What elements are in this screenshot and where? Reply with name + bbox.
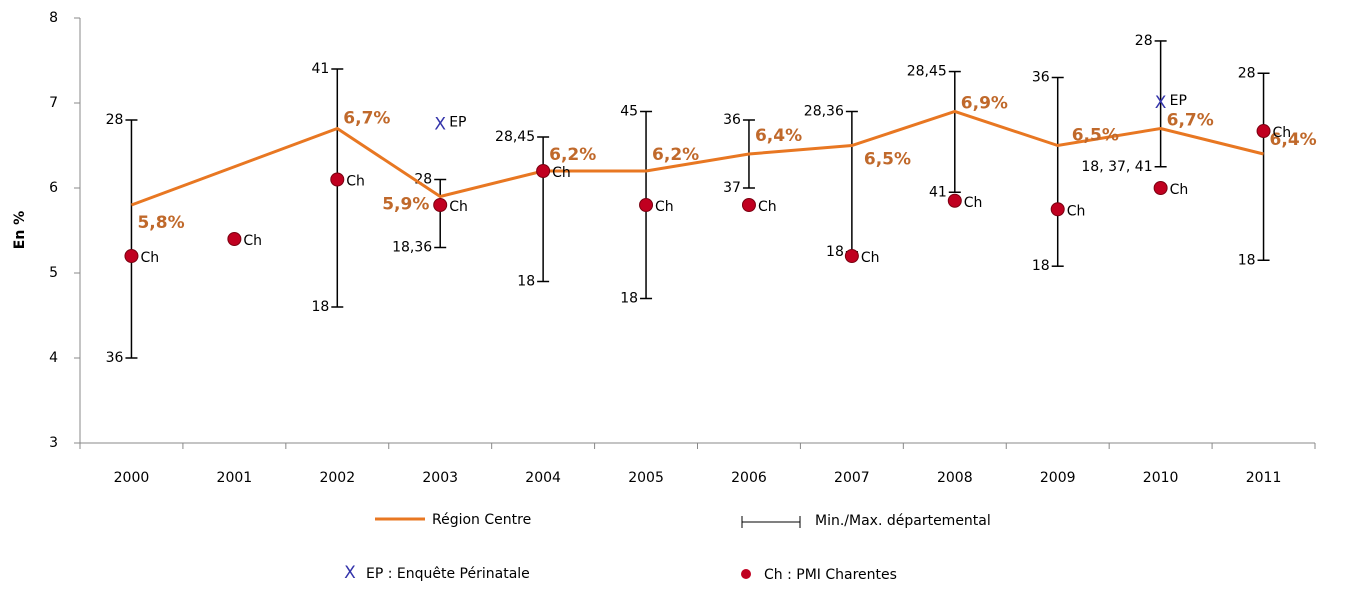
min-label: 18	[826, 244, 844, 260]
x-tick-label: 2006	[731, 470, 767, 486]
x-tick-label: 2003	[422, 470, 458, 486]
legend-label: Ch : PMI Charentes	[764, 567, 897, 583]
max-label: 28	[106, 112, 124, 128]
max-label: 41	[311, 61, 329, 77]
value-label: 6,4%	[1270, 130, 1317, 150]
ch-label: Ch	[449, 199, 468, 215]
min-label: 37	[723, 180, 741, 196]
legend-label: Région Centre	[432, 512, 531, 528]
y-axis-label: En %	[12, 211, 28, 249]
ch-point	[536, 164, 551, 178]
x-tick-label: 2007	[834, 470, 870, 486]
value-label: 6,2%	[549, 145, 596, 165]
ch-point	[227, 232, 242, 246]
ep-point: X	[1155, 93, 1167, 113]
line-series	[130, 109, 1264, 207]
value-label: 6,5%	[1072, 126, 1119, 146]
y-tick-label: 8	[49, 10, 58, 26]
ch-label: Ch	[346, 174, 365, 190]
ch-point	[1050, 202, 1065, 217]
value-label: 5,9%	[382, 195, 429, 215]
ch-point	[1153, 181, 1168, 195]
x-tick-label: 2009	[1040, 470, 1076, 486]
ch-point	[330, 172, 345, 187]
ep-label: EP	[1170, 93, 1187, 109]
min-label: 18	[620, 291, 638, 307]
y-tick-label: 3	[49, 435, 58, 451]
ch-label: Ch	[243, 233, 262, 249]
min-label: 18	[1032, 258, 1050, 274]
y-tick-label: 5	[49, 265, 58, 281]
ch-point	[433, 198, 448, 212]
ch-label: Ch	[964, 195, 983, 211]
ch-label: Ch	[552, 165, 571, 181]
max-label: 36	[723, 112, 741, 128]
ep-point: X	[434, 114, 446, 134]
ep-label: EP	[449, 114, 466, 130]
ch-point	[741, 198, 756, 212]
min-label: 18	[517, 274, 535, 290]
min-label: 18	[311, 299, 329, 315]
min-label: 18	[1238, 252, 1256, 268]
x-tick-label: 2002	[319, 470, 355, 486]
max-label: 28,36	[804, 104, 844, 120]
ch-label: Ch	[861, 250, 880, 266]
x-tick-label: 2010	[1143, 470, 1179, 486]
x-tick-label: 2005	[628, 470, 664, 486]
ch-label: Ch	[1273, 125, 1292, 141]
max-label: 28	[1238, 65, 1256, 81]
ch-point	[124, 249, 139, 263]
ch-point	[639, 198, 654, 212]
y-tick-label: 7	[49, 95, 58, 111]
ch-label: Ch	[1170, 182, 1189, 198]
ch-point	[1256, 124, 1271, 139]
ch-label: Ch	[655, 199, 674, 215]
value-label: 5,8%	[137, 213, 184, 233]
value-label: 6,2%	[652, 145, 699, 165]
legend-label: EP : Enquête Périnatale	[366, 566, 530, 582]
ch-label: Ch	[758, 199, 777, 215]
ch-point	[844, 249, 859, 263]
ch-label: Ch	[140, 250, 159, 266]
x-tick-label: 2011	[1246, 470, 1282, 486]
min-label: 41	[929, 184, 947, 200]
value-label: 6,7%	[343, 109, 390, 129]
max-label: 28,45	[495, 129, 535, 145]
min-label: 36	[106, 350, 124, 366]
legend-ep-marker: X	[344, 563, 356, 583]
value-label: 6,4%	[755, 126, 802, 146]
max-label: 45	[620, 104, 638, 120]
x-tick-label: 2004	[525, 470, 561, 486]
value-label: 6,7%	[1167, 111, 1214, 131]
y-tick-label: 6	[49, 180, 58, 196]
value-label: 6,9%	[961, 94, 1008, 114]
min-label: 18,36	[392, 240, 432, 256]
legend-label: Min./Max. départemental	[815, 513, 991, 529]
x-tick-label: 2001	[217, 470, 253, 486]
max-label: 36	[1032, 70, 1050, 86]
min-label: 18, 37, 41	[1081, 159, 1152, 175]
y-tick-label: 4	[49, 350, 58, 366]
legend-ch-marker	[741, 569, 751, 579]
value-label: 6,5%	[864, 150, 911, 170]
max-label: 28	[1135, 33, 1153, 49]
ch-point	[947, 193, 962, 208]
x-tick-label: 2000	[114, 470, 150, 486]
x-tick-label: 2008	[937, 470, 973, 486]
ch-label: Ch	[1067, 203, 1086, 219]
max-label: 28,45	[907, 64, 947, 80]
